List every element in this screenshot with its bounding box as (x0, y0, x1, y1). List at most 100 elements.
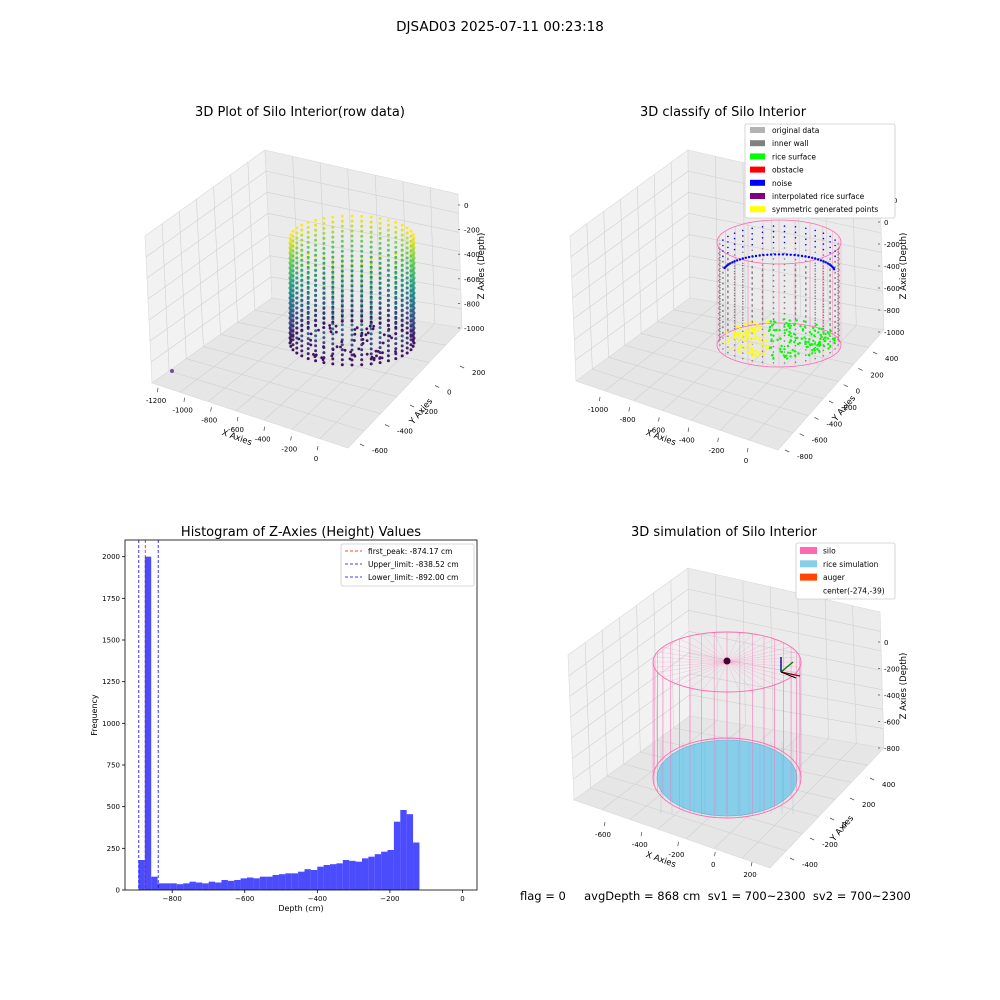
raw-data-point (292, 245, 295, 248)
raw-data-point (394, 246, 397, 249)
classified-point (727, 290, 729, 292)
classified-point (784, 275, 786, 277)
raw-data-point (331, 291, 334, 294)
classified-point (751, 233, 753, 235)
classified-point (805, 299, 807, 301)
rice-surface-point (820, 334, 822, 336)
raw-data-point (307, 332, 310, 335)
classified-point (814, 246, 816, 248)
rice-surface-point (723, 341, 725, 343)
rice-surface-point (730, 348, 732, 350)
raw-data-point (360, 348, 363, 351)
raw-data-point (292, 270, 295, 273)
rice-surface-point (770, 340, 772, 342)
rice-surface-point (788, 334, 790, 336)
classified-point (838, 286, 840, 288)
raw-data-point (329, 327, 332, 330)
classified-point (837, 287, 839, 289)
classified-point (823, 271, 825, 273)
raw-data-point (379, 282, 382, 285)
rice-surface-point (770, 320, 772, 322)
raw-data-point (292, 295, 295, 298)
classified-point (837, 282, 839, 284)
x-tick-label: -200 (281, 445, 297, 453)
rice-surface-point (807, 341, 809, 343)
classified-point (762, 334, 764, 336)
raw-data-point (300, 324, 303, 327)
raw-data-point (292, 280, 295, 283)
classified-point (773, 362, 775, 364)
rice-surface-point (748, 343, 750, 345)
classified-point (719, 282, 721, 284)
classified-point (719, 317, 721, 319)
raw-data-point (295, 262, 298, 265)
histogram-bar (260, 877, 266, 890)
raw-data-point (394, 256, 397, 259)
raw-data-point (370, 221, 373, 224)
classified-point (719, 271, 721, 273)
raw-data-point (314, 259, 317, 262)
raw-data-point (295, 277, 298, 280)
histogram-bar (145, 557, 151, 890)
rice-surface-point (804, 326, 806, 328)
raw-data-point (314, 269, 317, 272)
raw-data-point (300, 294, 303, 297)
rice-surface-point (790, 340, 792, 342)
classified-point (784, 302, 786, 304)
raw-data-point (354, 328, 357, 331)
outlier-point (170, 369, 174, 373)
classified-point (742, 235, 744, 237)
classified-point (838, 291, 840, 293)
raw-data-point (406, 282, 409, 285)
classified-point (751, 277, 753, 279)
classified-point (834, 283, 836, 285)
classified-point (829, 258, 831, 260)
raw-data-point (379, 346, 382, 349)
classified-point (784, 247, 786, 249)
classified-point (719, 279, 721, 281)
classified-point (719, 249, 721, 251)
classified-point (719, 311, 721, 313)
rice-surface-point (757, 330, 759, 332)
raw-data-point (331, 216, 334, 219)
raw-data-point (360, 230, 363, 233)
classified-point (837, 295, 839, 297)
raw-data-point (295, 332, 298, 335)
classified-point (719, 262, 721, 264)
classified-point (742, 317, 744, 319)
raw-data-point (394, 332, 397, 335)
classified-point (823, 249, 825, 251)
noise-point (739, 258, 741, 260)
raw-data-point (307, 326, 310, 329)
raw-data-point (331, 286, 334, 289)
classified-point (814, 352, 816, 354)
raw-data-point (370, 316, 373, 319)
classified-point (773, 280, 775, 282)
axis-tick (830, 818, 834, 820)
axis-tick (291, 436, 292, 440)
raw-data-point (401, 259, 404, 262)
raw-data-point (300, 234, 303, 237)
raw-data-point (331, 271, 334, 274)
rice-surface-point (749, 327, 751, 329)
raw-data-point (357, 348, 360, 351)
classified-point (762, 308, 764, 310)
axis-tick (688, 428, 689, 432)
rice-surface-point (772, 335, 774, 337)
raw-data-point (322, 292, 325, 295)
rice-surface-point (753, 350, 755, 352)
noise-point (793, 254, 795, 256)
z-tick-label: -1000 (884, 329, 904, 337)
classified-point (718, 335, 720, 337)
classified-point (734, 295, 736, 297)
raw-data-point (322, 232, 325, 235)
raw-data-point (401, 299, 404, 302)
raw-data-point (336, 345, 339, 348)
raw-data-point (379, 227, 382, 230)
classified-point (727, 247, 729, 249)
classified-point (773, 242, 775, 244)
raw-data-point (292, 320, 295, 323)
rice-surface-point (727, 340, 729, 342)
classified-point (823, 295, 825, 297)
raw-data-point (379, 232, 382, 235)
